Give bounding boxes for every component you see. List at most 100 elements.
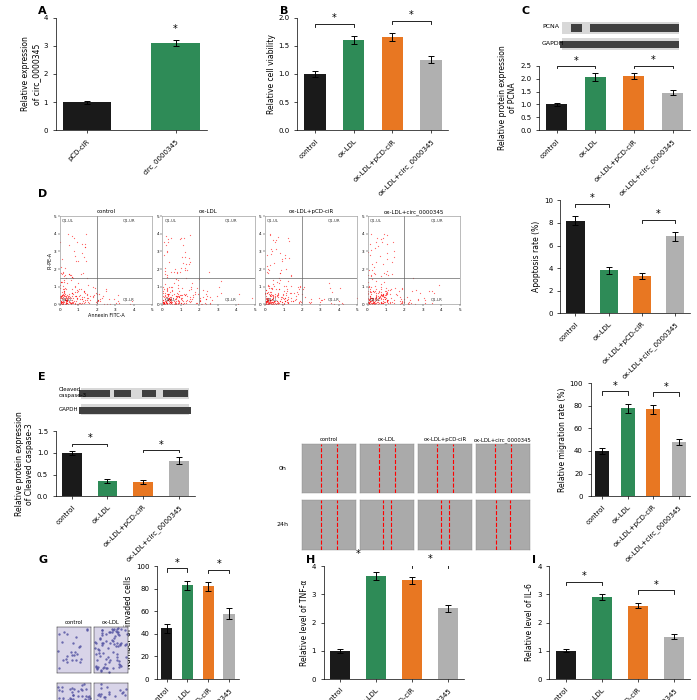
Point: [56, 276, 68, 288]
Point: [363, 297, 374, 308]
Point: [87, 291, 98, 302]
Point: [54, 293, 66, 304]
Point: [158, 291, 169, 302]
Point: [280, 289, 291, 300]
Bar: [163, 391, 188, 398]
Point: [66, 646, 77, 657]
Bar: [142, 391, 156, 398]
Point: [113, 623, 124, 634]
Point: [181, 296, 192, 307]
Point: [74, 657, 85, 668]
Point: [173, 298, 184, 309]
Point: [286, 293, 297, 304]
Point: [168, 288, 179, 300]
Point: [63, 298, 74, 309]
Point: [368, 293, 379, 304]
Point: [64, 270, 75, 281]
Bar: [562, 22, 680, 34]
Point: [372, 232, 383, 244]
Point: [162, 288, 173, 299]
Point: [413, 293, 424, 304]
Point: [367, 298, 378, 309]
Bar: [343, 40, 365, 130]
Point: [186, 277, 197, 288]
Point: [69, 281, 80, 292]
Point: [106, 635, 117, 646]
Point: [167, 281, 178, 293]
Point: [70, 631, 81, 643]
Title: ox-LDL+pCD-ciR: ox-LDL+pCD-ciR: [289, 209, 334, 214]
Point: [59, 626, 70, 638]
Text: H: H: [306, 554, 316, 565]
Point: [268, 274, 279, 285]
Point: [270, 298, 281, 309]
Point: [365, 250, 376, 261]
Point: [297, 288, 308, 300]
Point: [261, 287, 273, 298]
Point: [70, 295, 82, 307]
Point: [56, 298, 68, 309]
Point: [367, 258, 378, 270]
Point: [92, 295, 103, 306]
Point: [314, 296, 325, 307]
Point: [62, 295, 73, 306]
Point: [381, 288, 392, 299]
Bar: [562, 38, 680, 50]
Point: [112, 626, 123, 637]
Point: [68, 245, 79, 256]
Point: [164, 294, 175, 305]
Point: [115, 659, 126, 671]
Y-axis label: Relative cell viability: Relative cell viability: [267, 34, 276, 114]
Point: [79, 288, 91, 299]
Point: [211, 290, 222, 302]
Point: [365, 293, 376, 304]
Point: [103, 689, 114, 700]
Point: [58, 280, 69, 291]
Point: [365, 290, 376, 302]
Point: [377, 290, 388, 302]
Point: [264, 289, 275, 300]
Point: [101, 284, 112, 295]
Bar: [546, 104, 567, 130]
Point: [402, 298, 413, 309]
Point: [286, 270, 297, 281]
Point: [174, 296, 185, 307]
Point: [279, 286, 290, 297]
Point: [395, 298, 406, 309]
Point: [72, 286, 84, 297]
Point: [377, 232, 388, 244]
Point: [192, 298, 203, 309]
Point: [261, 249, 273, 260]
Point: [164, 291, 176, 302]
X-axis label: Annexin FITC-A: Annexin FITC-A: [88, 313, 124, 318]
Point: [365, 270, 376, 281]
Point: [420, 298, 431, 309]
Point: [72, 237, 83, 248]
Point: [158, 298, 169, 309]
Point: [99, 691, 110, 700]
Point: [174, 234, 185, 245]
Point: [363, 281, 374, 293]
Point: [160, 268, 171, 279]
Bar: [620, 41, 654, 48]
Point: [304, 297, 315, 308]
Point: [67, 288, 78, 299]
Point: [368, 267, 379, 279]
Point: [158, 297, 169, 308]
Point: [369, 243, 380, 254]
Point: [271, 276, 282, 287]
Point: [59, 284, 70, 295]
Point: [165, 297, 176, 308]
Point: [58, 270, 69, 281]
Point: [168, 293, 179, 304]
Y-axis label: PI-PE-A: PI-PE-A: [47, 251, 52, 269]
Point: [374, 290, 385, 301]
Bar: [79, 391, 110, 398]
Point: [114, 658, 125, 669]
Point: [263, 265, 274, 276]
Point: [262, 267, 273, 279]
Point: [175, 292, 186, 303]
Point: [375, 289, 386, 300]
Text: *: *: [664, 382, 668, 392]
Point: [107, 626, 118, 637]
